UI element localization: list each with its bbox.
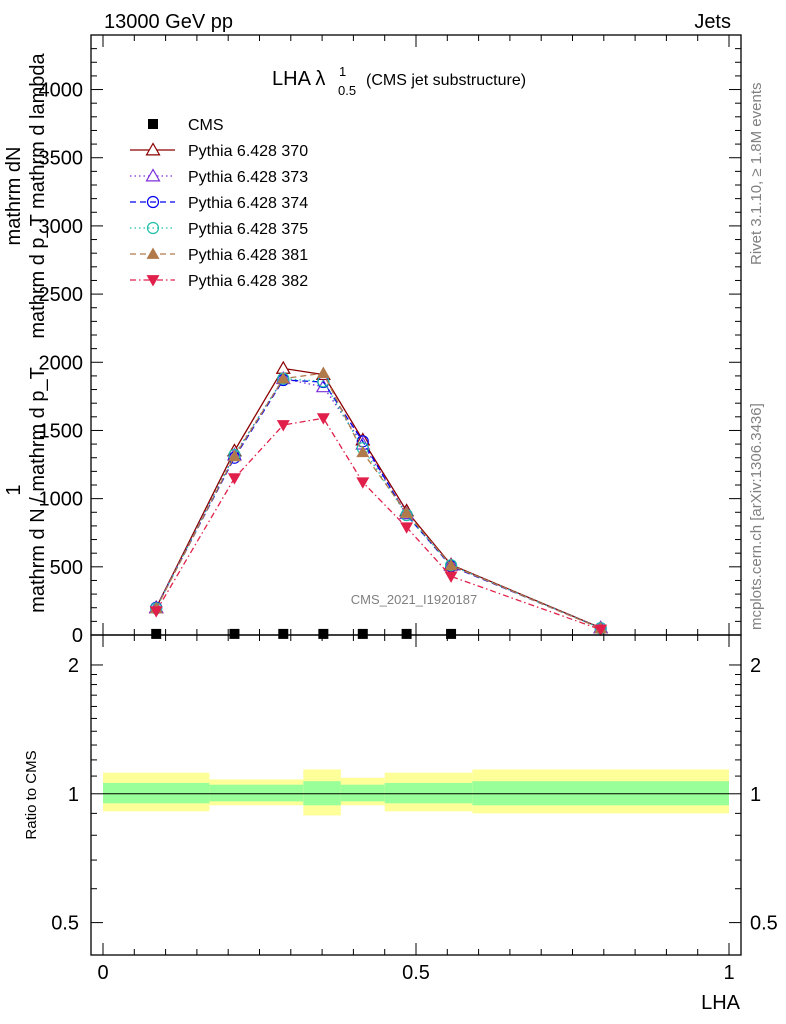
data-point [316,413,330,425]
legend-marker [146,221,160,235]
data-point [400,506,414,518]
legend-label: Pythia 6.428 374 [188,195,308,212]
legend-marker [146,195,160,209]
header-energy-label: 13000 GeV pp [104,11,233,33]
series-line [155,372,601,630]
y-label-numerator-2: mathrm d p_T mathrm d lambda [27,52,49,338]
analysis-watermark: CMS_2021_I1920187 [351,592,478,607]
series-line [155,377,601,629]
data-point [400,522,414,534]
rivet-version-label: Rivet 3.1.10, ≥ 1.8M events [748,83,765,266]
data-point [149,606,163,618]
legend-marker [146,275,160,287]
y-tick-label: 1500 [39,420,84,442]
data-point [276,372,290,384]
plot-title-subscript: 0.5 [338,83,356,98]
uncertainty-band-inner [259,784,304,802]
y-label-numerator: mathrm dN [3,147,25,246]
data-point [357,628,368,639]
y-label-denominator: mathrm d N / mathrm d p_T [27,367,49,613]
series-line [155,379,601,629]
uncertainty-band-inner [103,782,210,804]
y-tick-label: 1000 [39,489,84,511]
legend-label: Pythia 6.428 370 [188,143,308,160]
ratio-y-tick-label: 0.5 [51,913,79,935]
y-tick-label: 0 [72,625,83,647]
uncertainty-band-inner [472,781,729,806]
legend-label: Pythia 6.428 373 [188,169,308,186]
x-tick-label: 0 [97,962,108,984]
header-jets-label: Jets [694,11,731,33]
data-point [278,628,289,639]
uncertainty-band-inner [209,784,260,802]
legend-entry: Pythia 6.428 374 [130,195,308,212]
y-tick-label: 3500 [39,148,84,170]
y-tick-label: 3000 [39,216,84,238]
legend-marker [148,119,158,129]
data-point [594,624,608,637]
main-plot: 0 500 1000 1500 2000 2500 3000 3500 4000 LHA λ 1 0.… [39,34,742,647]
legend-marker [145,142,161,156]
ratio-plot: 0.5 0.5 1 1 2 2 0 0.5 1 [51,634,778,984]
data-point [444,558,458,571]
data-point [229,628,240,639]
x-axis-label: LHA [701,992,741,1014]
plot-title-suffix: (CMS jet substructure) [366,72,526,89]
x-tick-label: 0.5 [402,962,430,984]
ratio-y-tick-label: 1 [68,784,79,806]
y-tick-label: 2500 [39,284,84,306]
legend-entry: Pythia 6.428 370 [130,142,308,160]
y-tick-label: 500 [50,557,83,579]
series-pythia-6-428-382 [149,413,608,637]
legend-entry: Pythia 6.428 373 [130,168,308,186]
legend-label: Pythia 6.428 375 [188,221,308,238]
data-point [401,628,412,639]
data-point [444,571,458,583]
uncertainty-band-inner [303,781,341,806]
legend-label: Pythia 6.428 381 [188,247,308,264]
data-point [227,449,241,462]
y-tick-label: 2000 [39,352,84,374]
ratio-y-tick-label: 2 [68,655,79,677]
data-point [356,477,370,489]
ratio-y-tick-label-right: 1 [750,784,761,806]
legend-entry: CMS [148,117,224,134]
ratio-y-axis-label: Ratio to CMS [23,750,40,839]
mcplots-label: mcplots.cern.ch [arXiv:1306.3436] [748,403,765,630]
legend-entry: Pythia 6.428 375 [130,221,308,238]
data-point [318,628,329,639]
ratio-y-tick-label-right: 2 [750,655,761,677]
data-point [151,628,162,639]
plot-title-superscript: 1 [339,64,346,79]
y-tick-label: 4000 [39,80,84,102]
uncertainty-band-inner [384,782,429,804]
legend-marker [146,247,160,259]
series-line [155,417,601,631]
data-point [276,420,290,432]
x-tick-label: 1 [723,962,734,984]
legend-entry: Pythia 6.428 381 [130,247,308,264]
legend-label: Pythia 6.428 382 [188,273,308,290]
main-y-axis-label: 1 mathrm dN mathrm d p_T mathrm d lambda… [3,52,49,612]
data-point [316,366,330,379]
plot-title: LHA λ [272,68,325,90]
series-cms [151,628,457,639]
uncertainty-band-inner [428,782,473,804]
legend-entry: Pythia 6.428 382 [130,273,308,290]
data-point [356,445,370,458]
series-line [155,377,601,629]
legend-marker [145,168,161,182]
data-point [446,628,457,639]
y-label-one: 1 [3,484,25,495]
legend-label: CMS [188,117,224,134]
ratio-y-tick-label-right: 0.5 [750,913,778,935]
uncertainty-band-inner [340,784,385,802]
data-point [227,473,241,485]
